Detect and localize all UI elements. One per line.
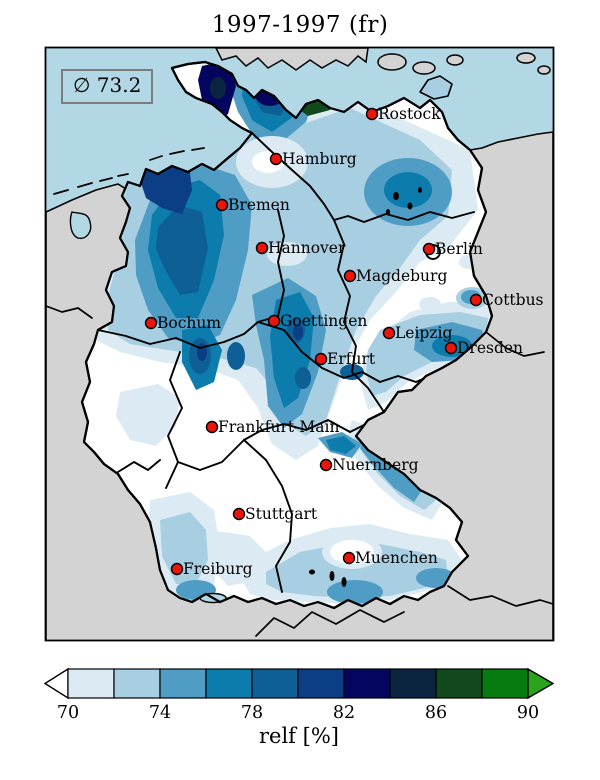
- map-frame: [44, 46, 555, 642]
- mean-value-badge: ∅ 73.2: [61, 69, 154, 104]
- city-marker-goettingen: [267, 314, 281, 328]
- colorbar-tick-86: 86: [425, 703, 447, 723]
- colorbar-tick-90: 90: [517, 703, 539, 723]
- city-marker-bochum: [144, 316, 158, 330]
- colorbar-segment-72-74: [113, 668, 161, 699]
- colorbar-under-arrow: [43, 667, 69, 700]
- denmark-land: [215, 48, 551, 75]
- city-label-nuernberg: Nuernberg: [332, 456, 419, 474]
- city-marker-hamburg: [269, 152, 283, 166]
- city-marker-leipzig: [382, 326, 396, 340]
- lakes: [199, 187, 422, 604]
- colorbar: 70 74 78 82 86 90: [43, 667, 555, 723]
- city-label-freiburg: Freiburg: [183, 560, 253, 578]
- city-label-bremen: Bremen: [228, 196, 290, 214]
- colorbar-label: relf [%]: [259, 724, 339, 748]
- colorbar-segment-74-76: [159, 668, 207, 699]
- city-label-frankfurt-main: Frankfurt-Main: [218, 418, 339, 436]
- colorbar-tick-74: 74: [149, 703, 171, 723]
- colorbar-segment-70-72: [67, 668, 115, 699]
- city-label-cottbus: Cottbus: [482, 291, 544, 309]
- city-marker-bremen: [215, 198, 229, 212]
- city-marker-freiburg: [170, 562, 184, 576]
- city-marker-frankfurt-main: [205, 420, 219, 434]
- city-marker-berlin: [422, 242, 436, 256]
- city-label-stuttgart: Stuttgart: [245, 505, 318, 523]
- colorbar-segment-86-88: [435, 668, 483, 699]
- colorbar-segment-84-86: [389, 668, 437, 699]
- map-area: Rostock Hamburg Bremen Hannover Berlin Magdeb…: [46, 48, 553, 640]
- city-label-bochum: Bochum: [157, 314, 221, 332]
- contour-fills: [96, 62, 492, 604]
- colorbar-over-arrow: [527, 667, 555, 700]
- colorbar-segment-80-82: [297, 668, 345, 699]
- cities-layer: Rostock Hamburg Bremen Hannover Berlin Magdeb…: [144, 105, 544, 578]
- colorbar-tick-78: 78: [241, 703, 263, 723]
- colorbar-segment-88-90: [481, 668, 529, 699]
- netherlands-details: [46, 147, 205, 319]
- city-marker-muenchen: [342, 551, 356, 565]
- city-label-rostock: Rostock: [378, 105, 441, 123]
- city-marker-dresden: [444, 341, 458, 355]
- city-label-leipzig: Leipzig: [395, 324, 452, 342]
- city-label-muenchen: Muenchen: [355, 549, 438, 567]
- colorbar-tick-82: 82: [333, 703, 355, 723]
- city-label-berlin: Berlin: [435, 240, 483, 258]
- city-label-magdeburg: Magdeburg: [356, 267, 447, 285]
- city-label-dresden: Dresden: [457, 339, 523, 357]
- colorbar-segment-78-80: [251, 668, 299, 699]
- city-marker-hannover: [255, 241, 269, 255]
- city-marker-rostock: [365, 107, 379, 121]
- city-marker-cottbus: [469, 293, 483, 307]
- colorbar-segment-76-78: [205, 668, 253, 699]
- city-marker-nuernberg: [319, 458, 333, 472]
- city-label-hannover: Hannover: [268, 239, 346, 257]
- city-label-hamburg: Hamburg: [282, 150, 357, 168]
- city-marker-stuttgart: [232, 507, 246, 521]
- foreign-borders: [255, 331, 553, 637]
- city-marker-magdeburg: [343, 269, 357, 283]
- city-label-goettingen: Goettingen: [280, 312, 367, 330]
- colorbar-tick-70: 70: [57, 703, 79, 723]
- colorbar-segment-82-84: [343, 668, 391, 699]
- city-marker-erfurt: [314, 352, 328, 366]
- figure-title: 1997-1997 (fr): [211, 12, 389, 38]
- ruegen-island: [419, 75, 453, 100]
- city-label-erfurt: Erfurt: [327, 350, 376, 368]
